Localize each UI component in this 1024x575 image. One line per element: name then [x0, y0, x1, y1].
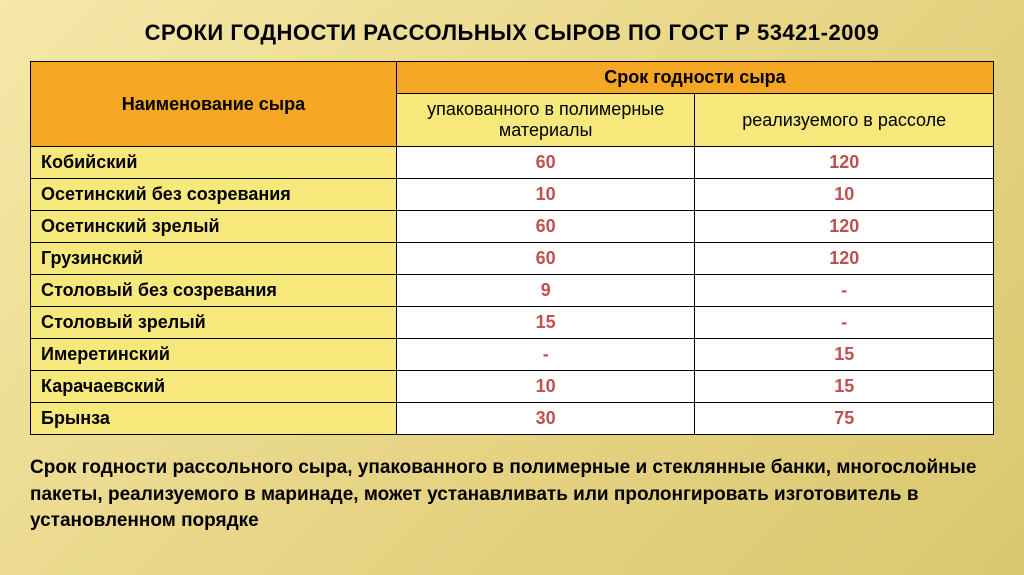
col-subheader-brine: реализуемого в рассоле [695, 94, 994, 147]
table-row: Столовый зрелый15- [31, 307, 994, 339]
col-subheader-polymer: упакованного в полимерные материалы [396, 94, 695, 147]
cheese-name: Кобийский [31, 147, 397, 179]
table-row: Грузинский60120 [31, 243, 994, 275]
cheese-name: Осетинский без созревания [31, 179, 397, 211]
cheese-name: Карачаевский [31, 371, 397, 403]
shelf-life-polymer: - [396, 339, 695, 371]
cheese-name: Брынза [31, 403, 397, 435]
table-row: Осетинский без созревания1010 [31, 179, 994, 211]
shelf-life-polymer: 60 [396, 147, 695, 179]
shelf-life-polymer: 10 [396, 371, 695, 403]
col-header-shelf-life: Срок годности сыра [396, 62, 993, 94]
shelf-life-brine: 15 [695, 371, 994, 403]
shelf-life-polymer: 10 [396, 179, 695, 211]
table-row: Осетинский зрелый60120 [31, 211, 994, 243]
shelf-life-brine: 120 [695, 211, 994, 243]
shelf-life-brine: 10 [695, 179, 994, 211]
page-title: СРОКИ ГОДНОСТИ РАССОЛЬНЫХ СЫРОВ ПО ГОСТ … [30, 20, 994, 46]
shelf-life-brine: 15 [695, 339, 994, 371]
cheese-name: Имеретинский [31, 339, 397, 371]
col-header-name: Наименование сыра [31, 62, 397, 147]
table-row: Карачаевский1015 [31, 371, 994, 403]
shelf-life-brine: - [695, 275, 994, 307]
shelf-life-table: Наименование сыра Срок годности сыра упа… [30, 61, 994, 435]
cheese-name: Грузинский [31, 243, 397, 275]
shelf-life-polymer: 9 [396, 275, 695, 307]
shelf-life-polymer: 60 [396, 211, 695, 243]
table-body: Кобийский60120Осетинский без созревания1… [31, 147, 994, 435]
table-row: Столовый без созревания9- [31, 275, 994, 307]
shelf-life-brine: 75 [695, 403, 994, 435]
table-row: Имеретинский-15 [31, 339, 994, 371]
shelf-life-brine: 120 [695, 147, 994, 179]
cheese-name: Осетинский зрелый [31, 211, 397, 243]
shelf-life-brine: - [695, 307, 994, 339]
table-row: Кобийский60120 [31, 147, 994, 179]
cheese-name: Столовый зрелый [31, 307, 397, 339]
footnote-text: Срок годности рассольного сыра, упакован… [30, 455, 994, 535]
cheese-name: Столовый без созревания [31, 275, 397, 307]
table-row: Брынза3075 [31, 403, 994, 435]
shelf-life-brine: 120 [695, 243, 994, 275]
shelf-life-polymer: 60 [396, 243, 695, 275]
shelf-life-polymer: 30 [396, 403, 695, 435]
shelf-life-polymer: 15 [396, 307, 695, 339]
